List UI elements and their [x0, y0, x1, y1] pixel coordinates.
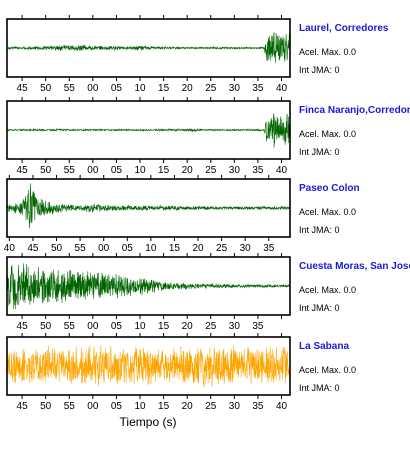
- tick-label: 00: [87, 165, 99, 176]
- panel-frame: [6, 256, 291, 316]
- tick-label: 35: [263, 243, 275, 254]
- tick-label: 40: [276, 83, 288, 94]
- tick-label: 50: [40, 401, 52, 412]
- tick-label: 10: [134, 83, 146, 94]
- tick-label: 15: [158, 401, 170, 412]
- tick-label: 15: [158, 165, 170, 176]
- station-panel: 40 45 50 55 00 05 10 15 20 25 30 35: [4, 175, 291, 254]
- tick-label: 05: [122, 243, 134, 254]
- tick-label: 15: [158, 83, 170, 94]
- waveform-trace: [6, 32, 291, 63]
- x-axis-label: Tiempo (s): [120, 415, 177, 429]
- jma-intensity-label: Int JMA: 0: [299, 147, 340, 157]
- tick-label: 25: [205, 401, 217, 412]
- tick-label: 55: [64, 83, 76, 94]
- panel-frame: [6, 178, 291, 238]
- tick-label: 20: [182, 83, 194, 94]
- waveform-trace: [6, 345, 291, 388]
- max-acceleration-label: Acel. Max. 0.0: [299, 365, 357, 375]
- tick-label: 40: [276, 165, 288, 176]
- station-name: Cuesta Moras, San Jose: [299, 261, 410, 272]
- panel-frame: [6, 18, 291, 78]
- tick-label: 35: [252, 401, 264, 412]
- jma-intensity-label: Int JMA: 0: [299, 303, 340, 313]
- tick-label: 20: [182, 165, 194, 176]
- max-acceleration-label: Acel. Max. 0.0: [299, 207, 357, 217]
- tick-label: 15: [169, 243, 181, 254]
- tick-label: 30: [229, 321, 241, 332]
- tick-label: 25: [205, 83, 217, 94]
- station-name: Laurel, Corredores: [299, 23, 389, 34]
- waveform-trace: [6, 183, 291, 229]
- max-acceleration-label: Acel. Max. 0.0: [299, 285, 357, 295]
- tick-label: 50: [40, 165, 52, 176]
- station-name: La Sabana: [299, 341, 350, 352]
- tick-label: 05: [111, 321, 123, 332]
- tick-label: 10: [145, 243, 157, 254]
- max-acceleration-label: Acel. Max. 0.0: [299, 129, 357, 139]
- tick-label: 45: [17, 321, 29, 332]
- tick-label: 45: [17, 165, 29, 176]
- tick-label: 20: [192, 243, 204, 254]
- tick-label: 35: [252, 83, 264, 94]
- tick-label: 10: [134, 165, 146, 176]
- tick-label: 20: [182, 401, 194, 412]
- waveform-trace: [6, 263, 291, 310]
- jma-intensity-label: Int JMA: 0: [299, 383, 340, 393]
- tick-label: 10: [134, 401, 146, 412]
- jma-intensity-label: Int JMA: 0: [299, 225, 340, 235]
- tick-label: 30: [229, 165, 241, 176]
- tick-label: 05: [111, 83, 123, 94]
- tick-label: 50: [51, 243, 63, 254]
- tick-label: 25: [205, 165, 217, 176]
- tick-label: 55: [75, 243, 87, 254]
- waveform-trace: [6, 113, 291, 148]
- station-panel: 45 50 55 00 05 10 15 20 25 30 35 40: [6, 333, 291, 412]
- tick-label: 30: [229, 401, 241, 412]
- tick-label: 00: [87, 83, 99, 94]
- station-panel: 45 50 55 00 05 10 15 20 25 30 35 40: [6, 15, 291, 94]
- tick-label: 50: [40, 321, 52, 332]
- tick-label: 15: [158, 321, 170, 332]
- tick-label: 55: [64, 401, 76, 412]
- panel-frame: [6, 100, 291, 160]
- tick-label: 45: [27, 243, 39, 254]
- tick-label: 20: [182, 321, 194, 332]
- tick-label: 00: [87, 401, 99, 412]
- station-name: Paseo Colon: [299, 183, 360, 194]
- tick-label: 55: [64, 165, 76, 176]
- tick-label: 30: [240, 243, 252, 254]
- tick-label: 00: [98, 243, 110, 254]
- tick-label: 55: [64, 321, 76, 332]
- tick-label: 25: [205, 321, 217, 332]
- tick-label: 50: [40, 83, 52, 94]
- tick-label: 45: [17, 401, 29, 412]
- jma-intensity-label: Int JMA: 0: [299, 65, 340, 75]
- tick-label: 10: [134, 321, 146, 332]
- tick-label: 35: [252, 165, 264, 176]
- tick-label: 00: [87, 321, 99, 332]
- panel-frame: [6, 336, 291, 396]
- tick-label: 35: [252, 321, 264, 332]
- station-panel: 45 50 55 00 05 10 15 20 25 30 35 40: [6, 97, 291, 176]
- tick-label: 30: [229, 83, 241, 94]
- tick-label: 05: [111, 165, 123, 176]
- tick-label: 05: [111, 401, 123, 412]
- station-name: Finca Naranjo,Corredores: [299, 105, 410, 116]
- tick-label: 40: [4, 243, 16, 254]
- tick-label: 45: [17, 83, 29, 94]
- max-acceleration-label: Acel. Max. 0.0: [299, 47, 357, 57]
- tick-label: 40: [276, 401, 288, 412]
- station-panel: 45 50 55 00 05 10 15 20 25 30 35: [6, 253, 291, 332]
- tick-label: 25: [216, 243, 228, 254]
